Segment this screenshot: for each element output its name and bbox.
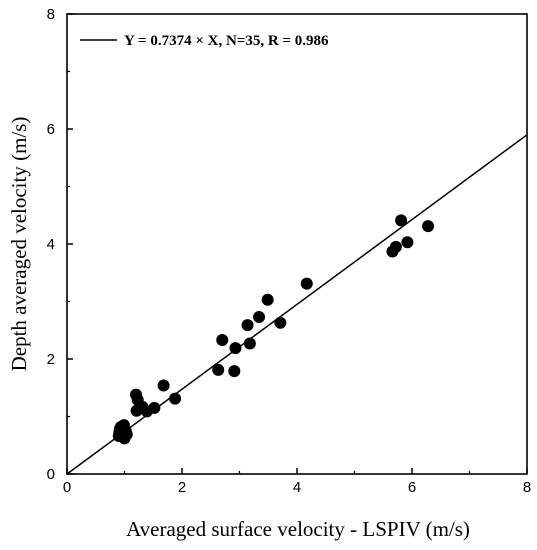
data-point <box>120 428 133 441</box>
data-point <box>241 319 254 332</box>
x-tick-label: 8 <box>523 479 531 496</box>
x-tick-label: 4 <box>293 479 301 496</box>
data-point <box>395 214 408 227</box>
axis-ticks <box>66 13 528 475</box>
data-point <box>300 277 313 290</box>
data-point <box>148 401 161 414</box>
data-point <box>169 392 182 405</box>
data-point <box>229 342 242 355</box>
x-tick-label: 6 <box>408 479 416 496</box>
y-tick-label: 4 <box>47 236 55 253</box>
y-tick-label: 0 <box>47 466 55 483</box>
data-point <box>228 365 241 378</box>
data-point <box>157 379 170 392</box>
data-point <box>216 334 229 347</box>
data-point <box>401 236 414 249</box>
data-point <box>261 293 274 306</box>
x-axis-title: Averaged surface velocity - LSPIV (m/s) <box>126 517 470 541</box>
data-point <box>243 337 256 350</box>
regression-line <box>66 134 528 475</box>
data-point <box>274 316 287 329</box>
data-point <box>389 240 402 253</box>
y-tick-label: 6 <box>47 121 55 138</box>
y-axis-title: Depth averaged velocity (m/s) <box>7 117 31 372</box>
data-point <box>253 311 266 324</box>
data-points <box>112 214 435 445</box>
y-tick-label: 8 <box>47 6 55 23</box>
data-point <box>422 220 435 233</box>
x-tick-label: 0 <box>63 479 71 496</box>
axis-tick-labels: 0 2 4 6 8 0 2 4 6 8 <box>47 6 532 496</box>
x-tick-label: 2 <box>178 479 186 496</box>
legend-label: Y = 0.7374 × X, N=35, R = 0.986 <box>124 33 329 49</box>
data-point <box>212 363 225 376</box>
y-tick-label: 2 <box>47 351 55 368</box>
